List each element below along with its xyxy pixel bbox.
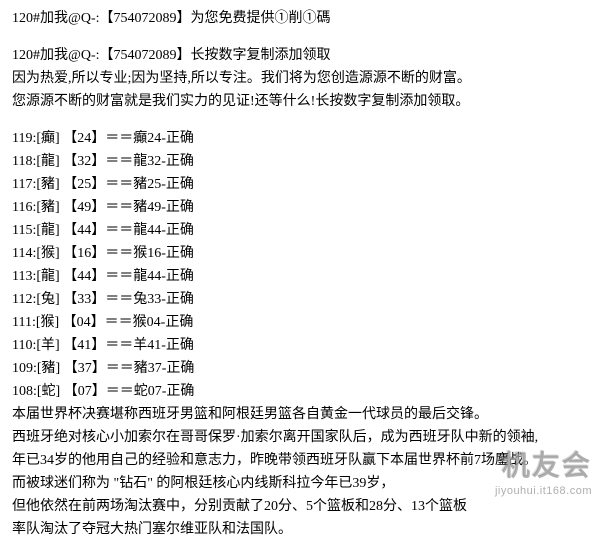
entry-row: 112:[兔] 【33】＝＝兔33-正确 <box>12 289 600 310</box>
entry-row: 110:[羊] 【41】＝＝羊41-正确 <box>12 335 600 356</box>
watermark: 机友会 jiyouhui.it168.com <box>495 445 592 500</box>
entry-row: 117:[豬] 【25】＝＝豬25-正确 <box>12 174 600 195</box>
spacer <box>12 31 600 45</box>
entry-row: 119:[癲] 【24】＝＝癲24-正确 <box>12 128 600 149</box>
article-paragraph-1: 本届世界杯决赛堪称西班牙男篮和阿根廷男篮各自黄金一代球员的最后交锋。 <box>12 404 600 425</box>
watermark-title: 机友会 <box>495 445 592 487</box>
entry-row: 111:[猴] 【04】＝＝猴04-正确 <box>12 312 600 333</box>
entry-row: 118:[龍] 【32】＝＝龍32-正确 <box>12 151 600 172</box>
header-slogan-1: 因为热爱,所以专业;因为坚持,所以专注。我们将为您创造源源不断的财富。 <box>12 68 600 89</box>
entry-row: 116:[豬] 【49】＝＝豬49-正确 <box>12 197 600 218</box>
header-promo-line-1: 120#加我@Q-:【754072089】为您免费提供①削①碼 <box>12 8 600 29</box>
entry-row: 114:[猴] 【16】＝＝猴16-正确 <box>12 243 600 264</box>
entries-list: 119:[癲] 【24】＝＝癲24-正确118:[龍] 【32】＝＝龍32-正确… <box>12 128 600 402</box>
entry-row: 108:[蛇] 【07】＝＝蛇07-正确 <box>12 381 600 402</box>
header-promo-line-2: 120#加我@Q-:【754072089】长按数字复制添加领取 <box>12 45 600 66</box>
entry-row: 113:[龍] 【44】＝＝龍44-正确 <box>12 266 600 287</box>
header-slogan-2: 您源源不断的财富就是我们实力的见证!还等什么!长按数字复制添加领取。 <box>12 91 600 112</box>
entry-row: 109:[豬] 【37】＝＝豬37-正确 <box>12 358 600 379</box>
article-paragraph-5: 但他依然在前两场淘汰赛中，分别贡献了20分、5个篮板和28分、13个篮板 <box>12 496 600 517</box>
spacer <box>12 114 600 128</box>
article-paragraph-6: 率队淘汰了夺冠大热门塞尔维亚队和法国队。 <box>12 519 600 540</box>
entry-row: 115:[龍] 【44】＝＝龍44-正确 <box>12 220 600 241</box>
watermark-url: jiyouhui.it168.com <box>495 483 592 500</box>
